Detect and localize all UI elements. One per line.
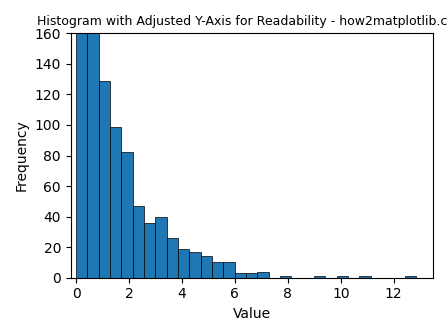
Bar [224,262,235,278]
Bar [246,273,258,278]
X-axis label: Value: Value [233,307,271,321]
Bar [201,256,212,278]
Bar [235,273,246,278]
Y-axis label: Frequency: Frequency [15,120,29,192]
Bar [212,262,224,278]
Bar [359,276,370,278]
Bar [178,249,190,278]
Bar [167,238,178,278]
Bar [155,217,167,278]
Bar [121,153,133,278]
Bar [87,0,99,278]
Bar [144,223,155,278]
Bar [280,276,291,278]
Bar [405,276,416,278]
Bar [110,127,121,278]
Title: Histogram with Adjusted Y-Axis for Readability - how2matplotlib.com: Histogram with Adjusted Y-Axis for Reada… [37,15,448,28]
Bar [337,276,348,278]
Bar [314,276,325,278]
Bar [190,252,201,278]
Bar [76,0,87,278]
Bar [258,271,269,278]
Bar [133,206,144,278]
Bar [99,81,110,278]
